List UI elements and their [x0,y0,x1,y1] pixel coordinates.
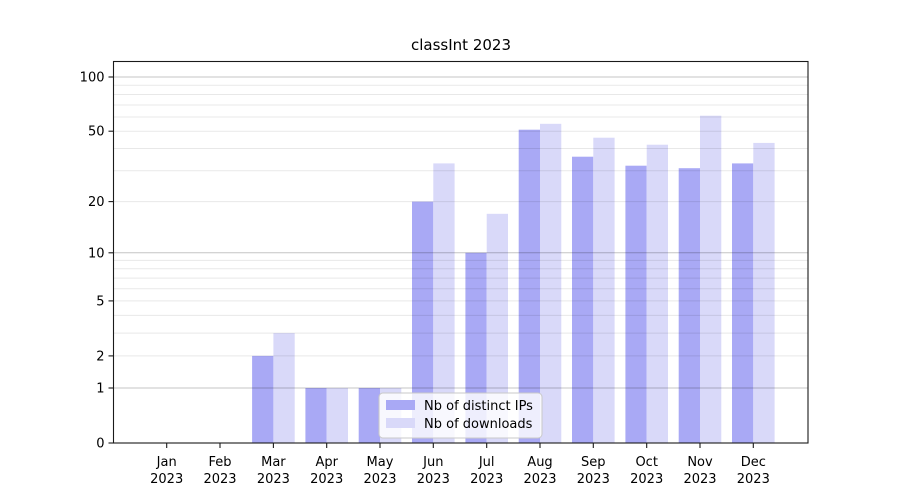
y-axis: 0 1 2 5 10 20 50 100 [80,71,114,452]
x-tick-label-month: Apr [315,455,338,470]
bar-nb-of-downloads-oct-2023 [646,144,668,443]
chart-title: classInt 2023 [411,36,511,54]
x-tick-label-year: 2023 [417,472,450,487]
y-tick-label: 10 [88,246,105,261]
legend-label-nb-of-distinct-ips: Nb of distinct IPs [424,399,533,414]
bar-nb-of-downloads-jun-2023 [433,163,455,443]
bar-nb-of-distinct-ips-dec-2023 [732,163,754,443]
bar-nb-of-distinct-ips-may-2023 [358,388,380,443]
y-tick-label: 2 [96,349,104,364]
bar-nb-of-downloads-aug-2023 [540,123,562,444]
bar-nb-of-downloads-dec-2023 [753,142,775,443]
y-tick-label: 50 [88,125,105,140]
legend-swatch-nb-of-downloads [386,418,415,428]
y-tick-label: 1 [96,382,104,397]
x-tick-label-month: Jul [478,455,495,470]
bar-nb-of-distinct-ips-sep-2023 [572,156,594,443]
legend: Nb of distinct IPs Nb of downloads [378,392,543,439]
bar-nb-of-downloads-jul-2023 [486,213,508,443]
x-axis: Jan 2023 Feb 2023 Mar 2023 Apr 2023 May 2023 Jun 20… [150,443,770,487]
legend-swatch-nb-of-distinct-ips [386,400,415,410]
x-tick-label-year: 2023 [737,472,770,487]
bar-nb-of-distinct-ips-jun-2023 [412,201,434,443]
x-tick-label-year: 2023 [310,472,343,487]
x-tick-label-year: 2023 [470,472,503,487]
bar-nb-of-distinct-ips-mar-2023 [252,355,274,443]
x-tick-label-month: Dec [741,455,766,470]
bar-nb-of-distinct-ips-aug-2023 [518,129,540,443]
y-tick-label: 0 [96,437,104,452]
bar-nb-of-downloads-apr-2023 [326,388,348,443]
bar-nb-of-downloads-sep-2023 [593,137,615,443]
legend-label-nb-of-downloads: Nb of downloads [424,417,533,432]
x-tick-label-month: Sep [581,455,606,470]
x-tick-label-year: 2023 [523,472,556,487]
x-tick-label-year: 2023 [630,472,663,487]
y-tick-label: 20 [88,195,105,210]
bar-nb-of-distinct-ips-oct-2023 [625,165,647,443]
bar-nb-of-downloads-mar-2023 [273,333,295,443]
x-tick-label-month: Aug [527,455,552,470]
x-tick-label-year: 2023 [363,472,396,487]
x-tick-label-month: Jan [156,455,177,470]
x-tick-label-year: 2023 [150,472,183,487]
x-tick-label-month: Nov [687,455,713,470]
x-tick-label-month: May [367,455,394,470]
x-tick-label-year: 2023 [203,472,236,487]
x-tick-label-month: Feb [208,455,231,470]
gridlines [113,76,808,389]
x-tick-label-month: Jun [422,455,443,470]
y-tick-label: 100 [80,71,105,86]
x-tick-label-month: Mar [261,455,286,470]
bar-nb-of-distinct-ips-apr-2023 [305,388,327,443]
y-tick-label: 5 [96,294,104,309]
x-tick-label-year: 2023 [577,472,610,487]
x-tick-label-month: Oct [635,455,657,470]
bar-nb-of-distinct-ips-nov-2023 [678,168,700,443]
legend-box [378,392,543,439]
x-tick-label-year: 2023 [257,472,290,487]
bar-nb-of-downloads-nov-2023 [700,115,722,443]
x-tick-label-year: 2023 [683,472,716,487]
